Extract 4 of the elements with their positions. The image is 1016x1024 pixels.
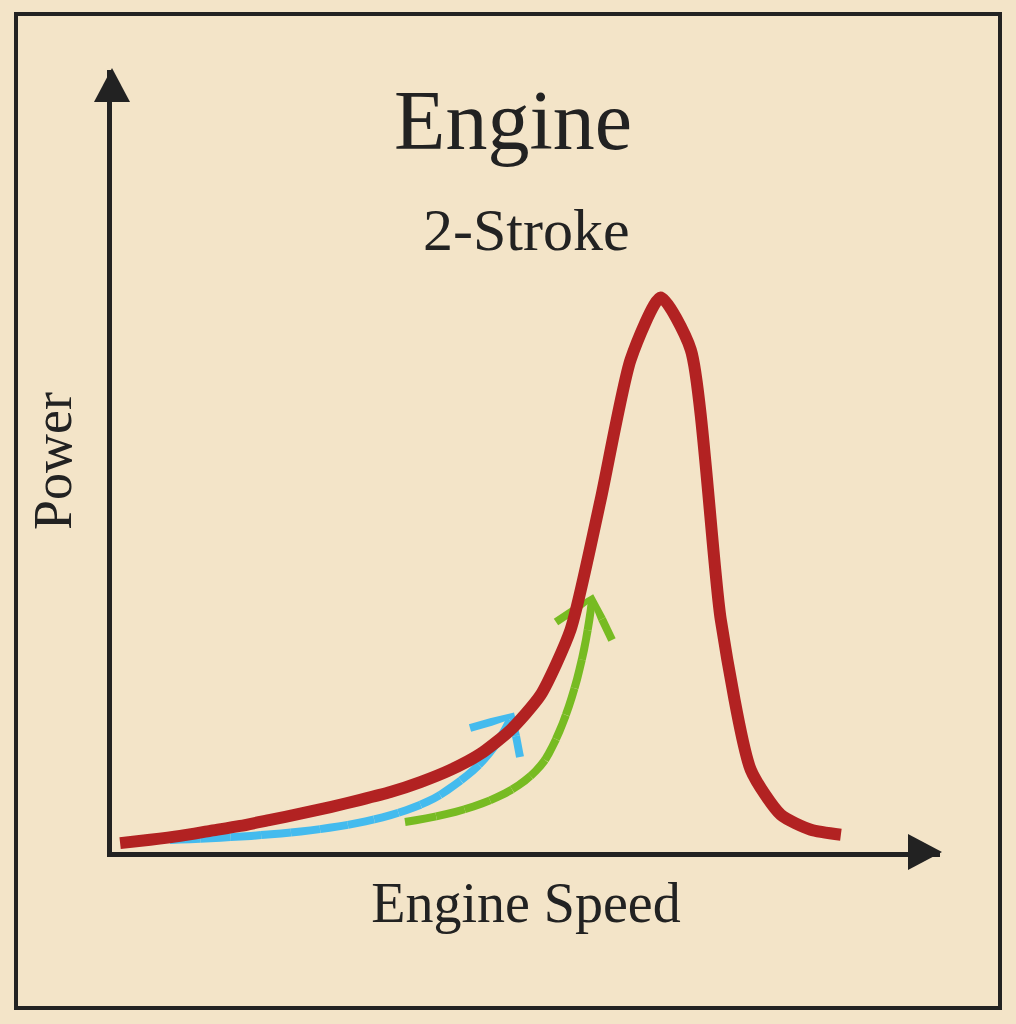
y-axis-title: Power bbox=[22, 392, 83, 530]
x-axis-title: Engine Speed bbox=[371, 871, 681, 934]
chart-title: Engine bbox=[394, 74, 633, 168]
chart-subtitle: 2-Stroke bbox=[423, 197, 630, 263]
